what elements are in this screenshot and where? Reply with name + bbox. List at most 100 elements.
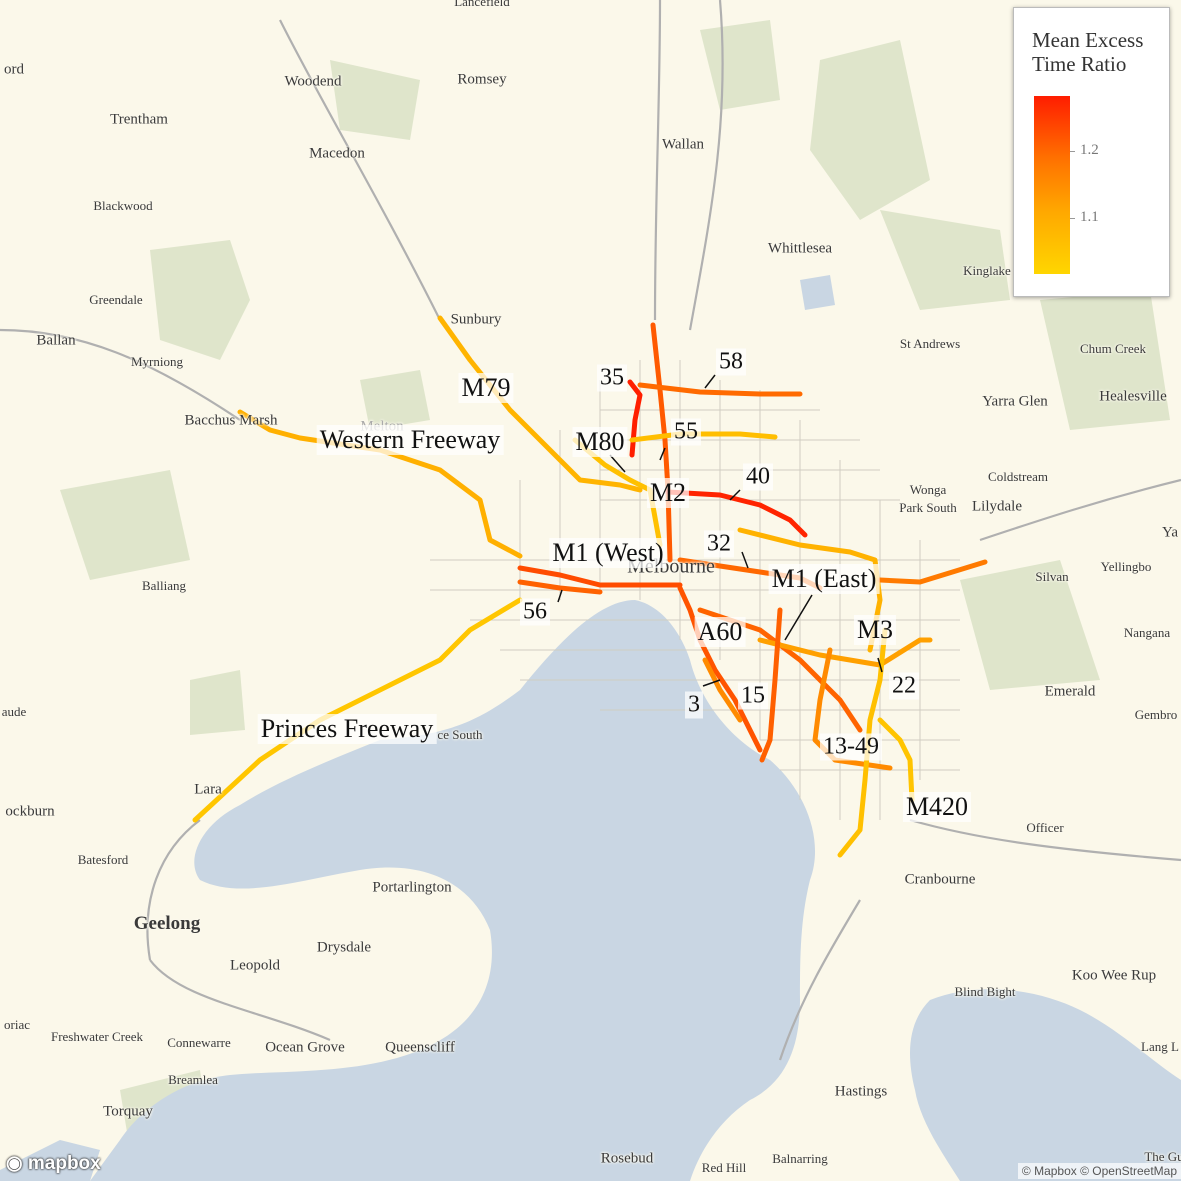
place-koo-wee-rup: Koo Wee Rup <box>1071 967 1157 984</box>
background-roads <box>0 0 1181 1061</box>
place-balnarring: Balnarring <box>772 1151 828 1166</box>
place-blackwood: Blackwood <box>93 198 153 213</box>
route-label-32: 32 <box>704 530 734 558</box>
place-st-andrews: St Andrews <box>899 336 961 351</box>
route-label-22: 22 <box>889 672 919 700</box>
place-the-gurdies: The Gu <box>1144 1149 1181 1164</box>
route-label-13-49: 13-49 <box>820 733 882 761</box>
place-avalon-south: ce South <box>437 727 483 742</box>
m1-west-line <box>517 565 683 588</box>
route-label-55: 55 <box>671 418 701 446</box>
place-lara: Lara <box>194 781 222 798</box>
place-lancefield: Lancefield <box>454 0 510 9</box>
route-label-35: 35 <box>597 364 627 392</box>
place-portarlington: Portarlington <box>372 879 452 896</box>
route-label-3: 3 <box>685 691 703 719</box>
place-sunbury: Sunbury <box>450 311 502 328</box>
route-55-line <box>629 431 778 443</box>
route-label-40: 40 <box>743 463 773 491</box>
route-label-56: 56 <box>520 598 550 626</box>
water-bodies <box>0 275 1181 1181</box>
legend-title-line2: Time Ratio <box>1032 52 1127 76</box>
route-label-15: 15 <box>738 682 768 710</box>
place-myrniong: Myrniong <box>131 354 183 369</box>
route-56-line <box>517 579 603 595</box>
route-label-58: 58 <box>716 348 746 376</box>
m1-east-ext-line <box>877 559 988 585</box>
place-wonga: Wonga <box>909 482 947 497</box>
route-13-49-line <box>812 647 893 771</box>
place-hastings: Hastings <box>834 1083 888 1100</box>
place-kinglake: Kinglake <box>963 263 1011 278</box>
place-emerald: Emerald <box>1044 683 1096 700</box>
mapbox-logo-icon: ◉ <box>6 1153 23 1174</box>
place-ocean-grove: Ocean Grove <box>265 1039 345 1056</box>
route-label-m420: M420 <box>902 792 972 822</box>
place-rosebud: Rosebud <box>600 1150 654 1167</box>
place-romsey: Romsey <box>457 71 507 88</box>
route-3-line <box>702 657 743 723</box>
place-nangana: Nangana <box>1123 625 1171 640</box>
place-torquay: Torquay <box>103 1103 153 1120</box>
m2-line <box>650 322 673 563</box>
route-label-western-freeway: Western Freeway <box>316 425 504 455</box>
place-yarra-glen: Yarra Glen <box>982 393 1048 410</box>
m420-line <box>877 717 915 803</box>
place-whittlesea: Whittlesea <box>767 240 833 257</box>
place-silvan: Silvan <box>1035 569 1069 584</box>
place-officer: Officer <box>1026 820 1064 835</box>
mapbox-logo[interactable]: ◉ mapbox <box>6 1152 101 1175</box>
legend-colorbar <box>1034 96 1070 274</box>
legend-tick-1-2: 1.2 <box>1080 142 1099 158</box>
place-leopold: Leopold <box>230 957 280 974</box>
place-cranbourne: Cranbourne <box>904 871 976 888</box>
place-cockburn: ockburn <box>5 803 55 820</box>
place-aude: aude <box>1 704 27 719</box>
place-moriac: oriac <box>4 1017 30 1032</box>
map-attribution[interactable]: © Mapbox © OpenStreetMap <box>1017 1163 1181 1179</box>
place-lang-lang: Lang L <box>1141 1039 1179 1054</box>
place-trentham: Trentham <box>110 111 168 128</box>
place-wallan: Wallan <box>661 136 705 153</box>
route-label-m3: M3 <box>853 615 897 645</box>
legend-title: Mean Excess Time Ratio <box>1032 28 1143 76</box>
route-label-m1-east: M1 (East) <box>768 564 880 594</box>
m1-east-south-line <box>759 607 783 763</box>
place-red-hill: Red Hill <box>701 1160 747 1175</box>
place-queenscliff: Queenscliff <box>385 1039 455 1056</box>
place-bacchus-marsh: Bacchus Marsh <box>184 412 278 429</box>
place-macedon: Macedon <box>309 145 365 162</box>
princes-freeway-line <box>192 597 523 823</box>
place-lilydale: Lilydale <box>972 498 1022 515</box>
legend-tickmark-1-1 <box>1070 218 1075 219</box>
place-batesford: Batesford <box>77 852 129 867</box>
place-ford: ord <box>4 61 24 78</box>
route-label-princes-freeway: Princes Freeway <box>257 714 437 744</box>
m3-line <box>757 637 933 668</box>
route-label-a60: A60 <box>694 617 746 647</box>
route-label-m2: M2 <box>646 478 690 508</box>
route-label-m80: M80 <box>572 427 628 457</box>
place-yellingbo: Yellingbo <box>1100 559 1152 574</box>
place-connewarre: Connewarre <box>167 1035 231 1050</box>
place-healesville: Healesville <box>1099 388 1167 405</box>
place-geelong: Geelong <box>133 913 201 934</box>
mapbox-logo-text: mapbox <box>27 1153 101 1174</box>
legend-tickmark-1-2 <box>1070 151 1075 152</box>
route-35-line <box>627 379 643 458</box>
route-label-m79: M79 <box>458 373 514 403</box>
place-freshwater-creek: Freshwater Creek <box>50 1029 144 1044</box>
route-58-line <box>637 382 803 397</box>
place-gembrook: Gembro <box>1134 707 1178 722</box>
place-woodend: Woodend <box>284 73 342 90</box>
legend-title-line1: Mean Excess <box>1032 28 1144 52</box>
legend-tick-1-1: 1.1 <box>1080 209 1099 225</box>
place-balliang: Balliang <box>141 578 187 593</box>
route-label-m1-west: M1 (West) <box>549 538 667 568</box>
place-drysdale: Drysdale <box>316 939 372 956</box>
place-greendale: Greendale <box>89 292 143 307</box>
place-park-south: Park South <box>899 500 957 515</box>
route-32-line <box>737 527 883 653</box>
